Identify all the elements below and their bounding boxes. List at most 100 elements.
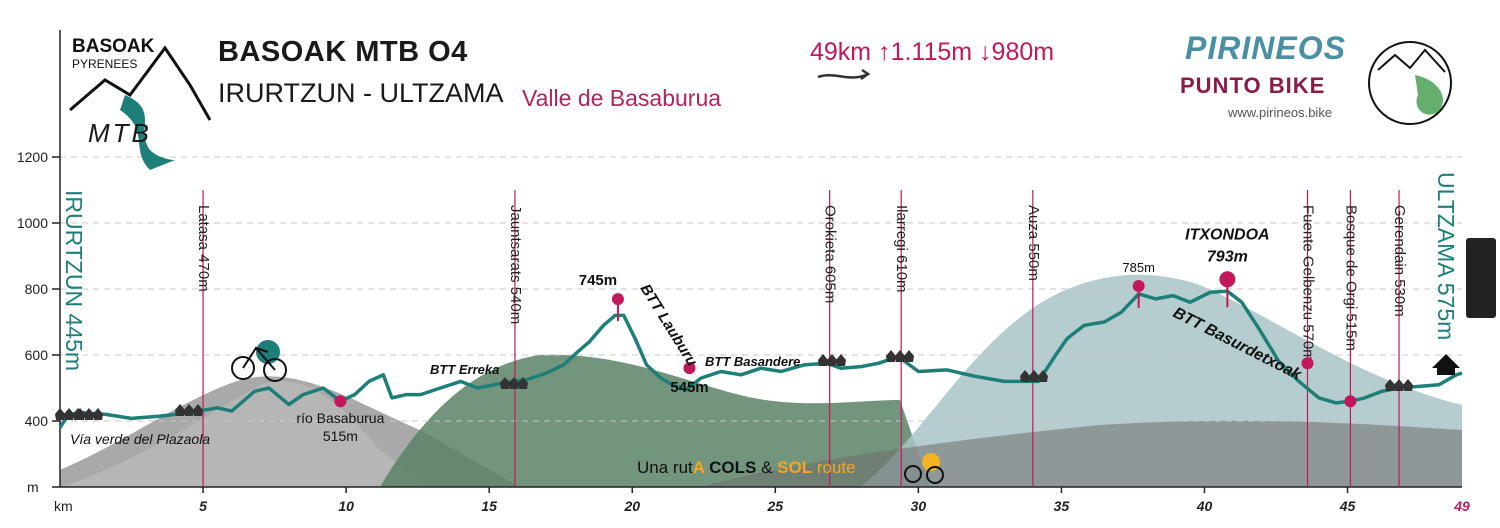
house-shape <box>93 408 103 420</box>
house-shape <box>518 377 528 389</box>
logo-subtitle: PYRENEES <box>72 57 138 71</box>
cyclist-icon <box>904 453 944 484</box>
cyclist-wheel <box>904 465 922 483</box>
annotation-lauburu: BTT Lauburu <box>637 281 701 369</box>
x-tick-label: 10 <box>338 498 354 514</box>
house-shape <box>1020 370 1030 382</box>
y-tick-label: 400 <box>25 413 49 429</box>
annotation-basandere: BTT Basandere <box>705 354 800 369</box>
waypoint-label: Jauntsarats 540m <box>507 205 524 324</box>
house-shape <box>1029 370 1039 382</box>
house-shape <box>895 350 905 362</box>
house-shape <box>827 354 837 366</box>
y-tick-label: 800 <box>25 281 49 297</box>
point-marker <box>1344 395 1357 408</box>
house-shape <box>818 354 828 366</box>
village-icon <box>75 408 103 420</box>
waypoint-label: Bosque de Orgi 515m <box>1342 205 1359 351</box>
cyclist-wheel <box>231 356 255 380</box>
footer-part: A <box>693 458 705 477</box>
route-name: IRURTZUN - ULTZAMA <box>218 78 504 108</box>
waypoint-label: Orokieta 605m <box>822 205 839 303</box>
terrain-left-light <box>60 381 430 487</box>
x-tick-label: 20 <box>623 498 640 514</box>
brand-name: PIRINEOS <box>1185 30 1346 66</box>
village-icon <box>886 350 914 362</box>
peak-marker <box>1219 271 1236 288</box>
footer-part: & <box>756 458 777 477</box>
house-shape <box>1403 379 1413 391</box>
start-label: IRURTZUN 445m <box>61 190 87 371</box>
finish-house-icon <box>1432 354 1460 375</box>
house-shape <box>500 377 510 389</box>
footer-part: Una rut <box>637 458 693 477</box>
point-marker <box>334 395 347 408</box>
house-shape <box>55 408 65 420</box>
cyclist-frame <box>242 346 276 371</box>
brand-logo-icon <box>1368 41 1452 125</box>
house-shape <box>509 377 519 389</box>
house-shape <box>64 408 74 420</box>
logo-title: BASOAK <box>72 36 155 57</box>
village-icon <box>818 354 846 366</box>
point-marker <box>1301 357 1314 370</box>
waypoint-label: Gerendain 530m <box>1391 205 1408 317</box>
x-tick-label: 45 <box>1339 498 1356 514</box>
x-tick-label: 5 <box>199 498 207 514</box>
x-tick-label: 40 <box>1196 498 1213 514</box>
waypoint-label: Latasa 470m <box>195 205 212 292</box>
peak-name: ITXONDOA <box>1185 226 1269 243</box>
waypoint-label: Auza 550m <box>1025 205 1042 281</box>
cyclist-wheel <box>263 358 287 382</box>
annotation-plazaola: Vía verde del Plazaola <box>70 431 210 447</box>
brand-subtitle: PUNTO BIKE <box>1180 73 1326 98</box>
village-icon <box>1020 370 1048 382</box>
footer-part: route <box>812 458 855 477</box>
village-icon <box>500 377 528 389</box>
y-tick-label: 1000 <box>17 215 48 231</box>
house-shape <box>886 350 896 362</box>
footer-part: COLS <box>704 458 756 477</box>
house-shape <box>84 408 94 420</box>
end-label: ULTZAMA 575m <box>1433 172 1459 340</box>
terrain-front <box>700 420 1462 487</box>
annotation-erreka: BTT Erreka <box>430 362 499 377</box>
house-shape <box>836 354 846 366</box>
cyclist-wheel <box>926 466 944 484</box>
peak-label: 785m <box>1122 260 1155 275</box>
page-title: BASOAK MTB O4 <box>218 36 468 68</box>
x-tick-label: 25 <box>767 498 784 514</box>
house-shape <box>75 408 85 420</box>
house-shape <box>1394 379 1404 391</box>
waypoint-label: Ilarregi 610m <box>893 205 910 293</box>
point-label: río Basaburua <box>296 410 384 426</box>
peak-label: 545m <box>670 379 708 396</box>
peak-label: 793m <box>1207 248 1248 265</box>
brand-url[interactable]: www.pirineos.bike <box>1228 105 1333 120</box>
house-shape <box>1038 370 1048 382</box>
waypoint-label: Fuente Gelbenzu 570m <box>1299 205 1316 362</box>
brand-mountain-icon <box>1377 48 1446 73</box>
cyclist-icon <box>231 340 287 382</box>
logo-mountain-icon <box>69 45 212 121</box>
footer-slogan: Una rutA COLS & SOL route <box>637 458 856 477</box>
logo-trail-icon <box>120 95 175 170</box>
x-axis-label: km <box>54 498 73 514</box>
house-shape <box>184 404 194 416</box>
village-icon <box>1385 379 1413 391</box>
license-badge <box>1466 238 1496 318</box>
peak-marker <box>611 293 624 306</box>
point-label: 515m <box>323 428 358 444</box>
y-axis-label: m <box>27 479 39 495</box>
y-tick-label: 1200 <box>17 149 48 165</box>
route-stats: 49km ↑1.115m ↓980m <box>810 38 1055 66</box>
logo-mtb: MTB <box>88 118 152 148</box>
peak-marker <box>1132 279 1145 292</box>
x-end-label: 49 <box>1453 498 1470 514</box>
footer-part: SOL <box>777 458 812 477</box>
peak-label: 745m <box>579 272 617 289</box>
region-name: Valle de Basaburua <box>522 85 722 111</box>
route-line <box>58 289 1463 429</box>
